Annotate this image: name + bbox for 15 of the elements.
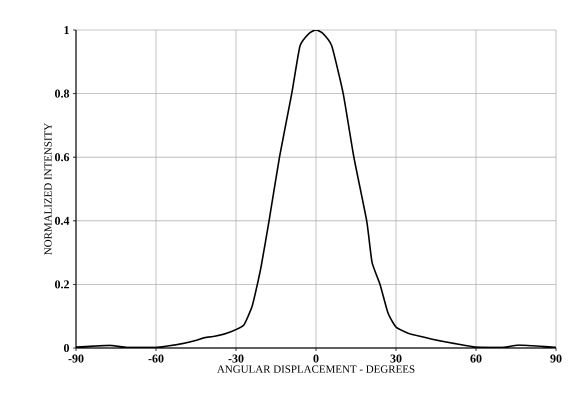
x-tick-label: -30 <box>228 354 244 363</box>
x-tick-label: 60 <box>470 354 482 363</box>
y-tick-label: 0 <box>64 344 70 352</box>
y-tick-label: 0.4 <box>55 216 70 225</box>
x-tick-label: -60 <box>148 354 164 363</box>
x-tick-label: 0 <box>313 354 319 363</box>
y-axis-title: NORMALIZED INTENSITY <box>44 123 52 255</box>
y-tick-label: 0.8 <box>55 90 70 98</box>
y-tick-label: 1 <box>64 26 69 34</box>
x-tick-label: 90 <box>550 354 562 363</box>
y-tick-label: 0.2 <box>55 280 69 288</box>
x-tick-label: -90 <box>68 354 84 363</box>
y-tick-label: 0.6 <box>55 153 70 162</box>
x-tick-label: 30 <box>390 354 402 363</box>
x-axis-title: ANGULAR DISPLACEMENT - DEGREES <box>217 365 414 373</box>
